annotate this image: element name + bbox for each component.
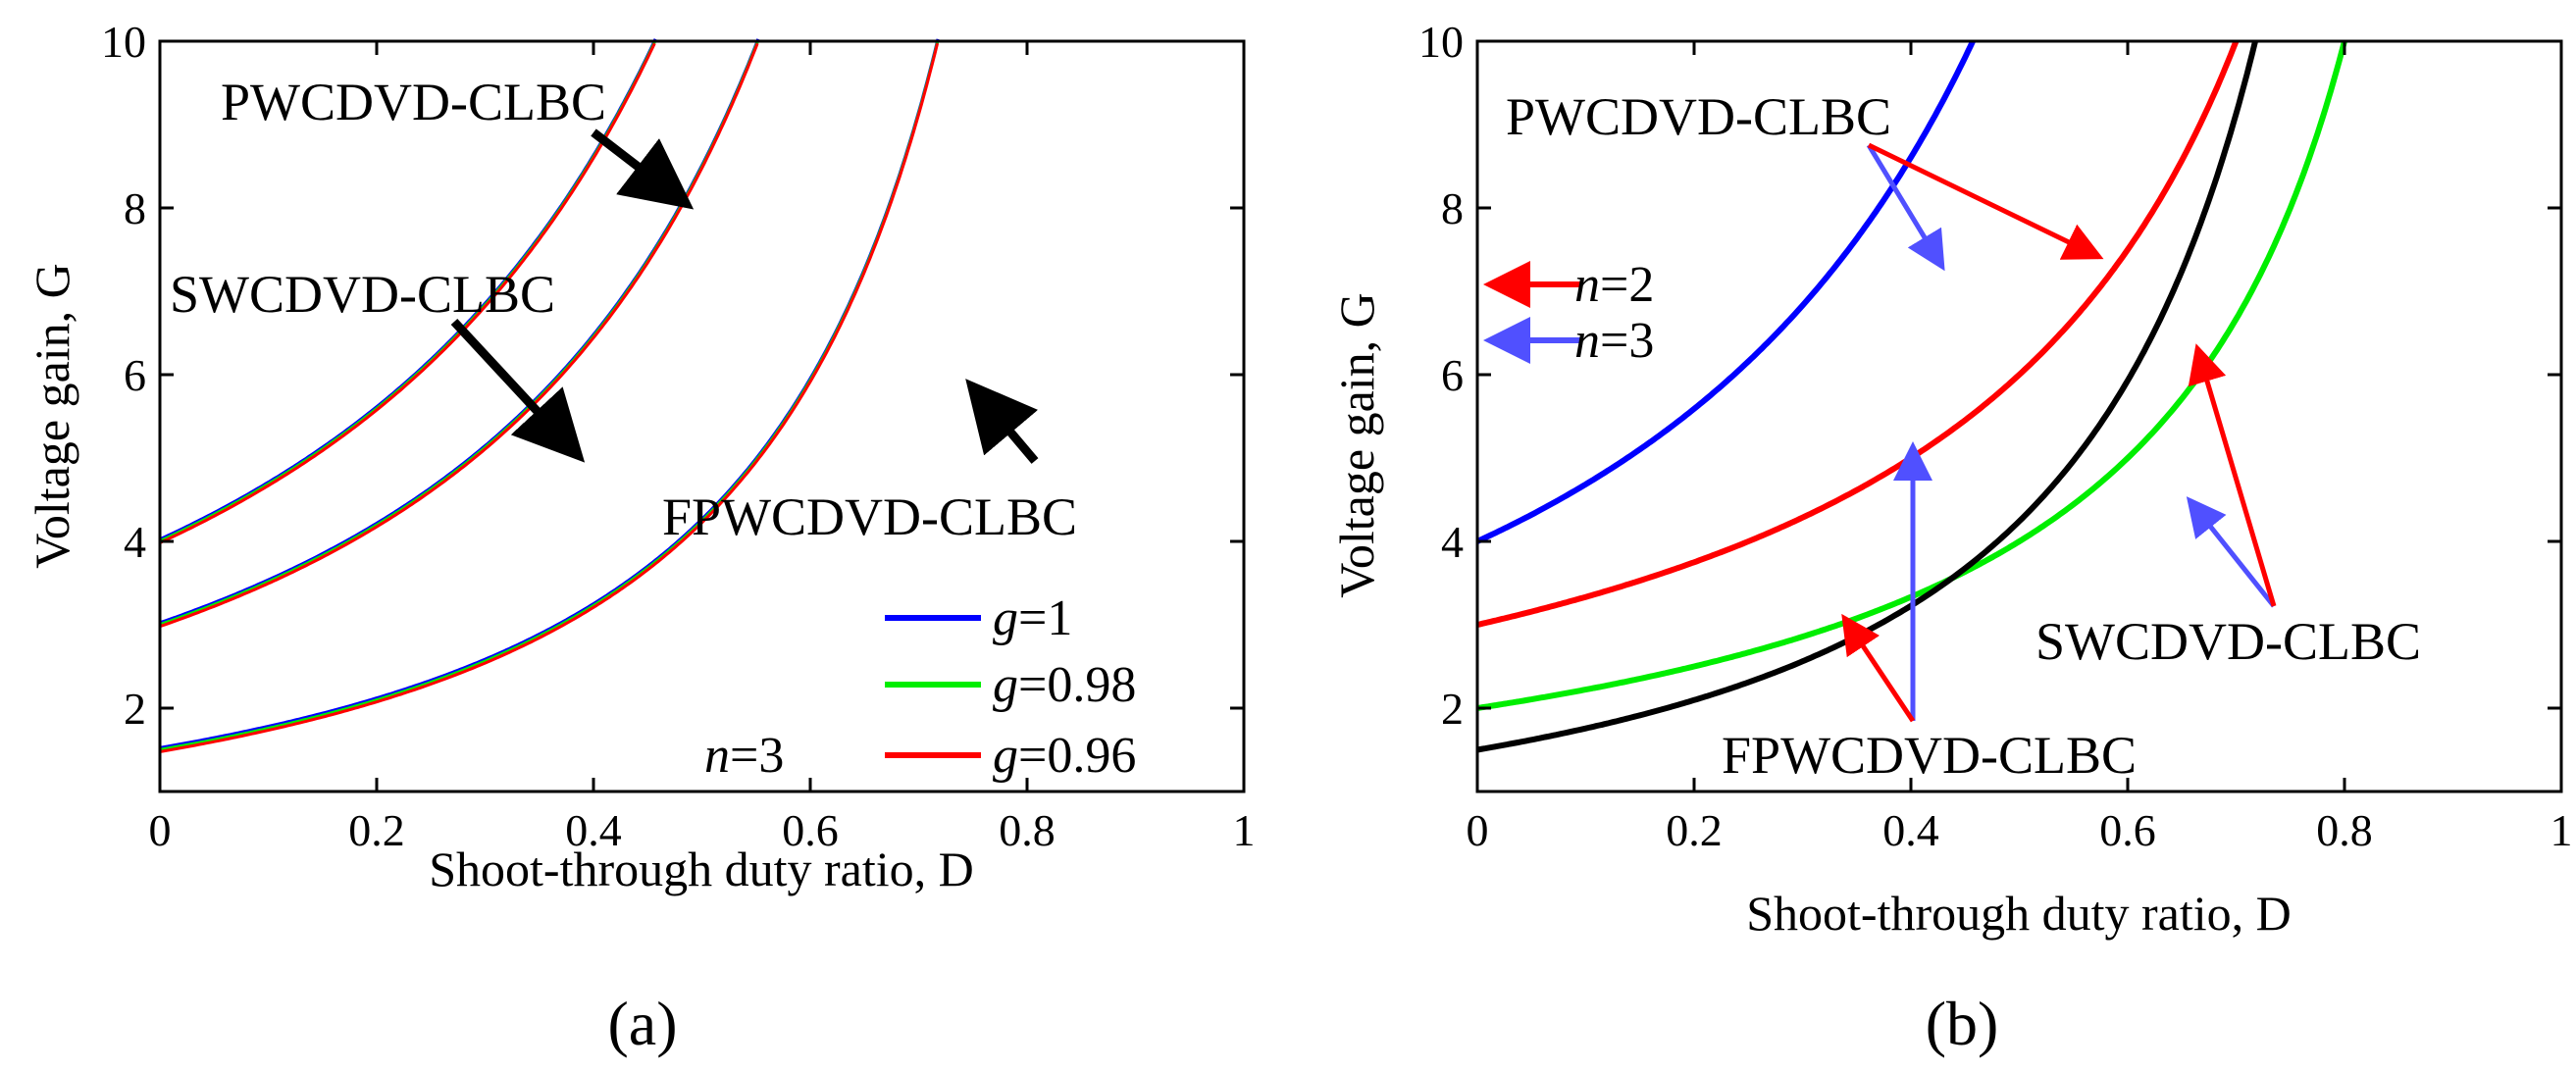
legend-symbol-g1: g (993, 590, 1018, 646)
series-line-pwcdvd-clbc-g096 (159, 42, 656, 544)
panel-a-legend: g=1 g=0.98 g=0.96 (885, 590, 1136, 784)
panel-a-n-label: n=3 (704, 728, 784, 784)
panel-b-y-axis-label: Voltage gain, G (1329, 292, 1384, 598)
series-line-fpwcdvd-clbc-g098 (159, 40, 940, 751)
panel-b-arrow-fpwcdvd-red (1841, 613, 1916, 723)
panel-a-frame (158, 39, 1246, 793)
legend-label-g098: g=0.98 (993, 657, 1136, 713)
panel-b-ticks: 0 0.2 0.4 0.6 0.8 1 2 4 6 8 10 (1418, 17, 2573, 855)
legend-label-g096: g=0.96 (993, 728, 1136, 784)
panel-a-annotation-fpwcdvd: FPWCDVD-CLBC (662, 487, 1077, 546)
x-tick-label: 0 (1467, 805, 1489, 855)
panel-b-x-axis-label-text: Shoot-through duty ratio, D (1746, 886, 2292, 941)
legend-value-g1: =1 (1018, 590, 1072, 646)
panel-b-annotation-pwcdvd: PWCDVD-CLBC (1506, 87, 1891, 146)
legend-value-g098: =0.98 (1018, 657, 1136, 713)
panel-a-y-axis-label-text: Voltage gain, G (25, 263, 79, 569)
y-tick-label: 4 (1441, 517, 1464, 567)
panel-a: 0 0.2 0.4 0.6 0.8 1 2 4 6 8 10 Shoot-through duty … (25, 17, 1256, 1058)
y-tick-label: 2 (124, 684, 146, 734)
x-tick-label: 0.6 (782, 805, 839, 855)
key-symbol-n3: n (1574, 313, 1600, 369)
panel-b-key: n=2 n=3 (1483, 257, 1654, 369)
panel-a-annotation-pwcdvd: PWCDVD-CLBC (221, 73, 606, 131)
x-tick-label: 1 (2550, 805, 2573, 855)
key-symbol-n2: n (1574, 257, 1600, 313)
key-label-n3: n=3 (1574, 313, 1654, 369)
legend-item-g098: g=0.98 (885, 657, 1136, 713)
y-tick-label: 4 (124, 517, 146, 567)
panel-b-annotation-swcdvd: SWCDVD-CLBC (2035, 612, 2421, 671)
panel-b-caption: (b) (1926, 989, 1999, 1058)
y-tick-label: 10 (101, 17, 146, 67)
x-tick-label: 0.4 (565, 805, 622, 855)
series-line-fpwcdvd-clbc-g1 (159, 38, 940, 749)
panel-a-n-symbol: n (704, 728, 730, 784)
legend-label-g1: g=1 (993, 590, 1072, 646)
series-line-pwcdvd-clbc-n-3 (1475, 39, 1976, 544)
x-tick-label: 0.4 (1882, 805, 1939, 855)
legend-item-g1: g=1 (885, 590, 1072, 646)
panel-b: 0 0.2 0.4 0.6 0.8 1 2 4 6 8 10 Shoot-through duty … (1329, 17, 2573, 1058)
legend-value-g096: =0.96 (1018, 728, 1136, 784)
y-tick-label: 6 (1441, 350, 1464, 400)
x-tick-label: 0.8 (2316, 805, 2373, 855)
panel-a-n-value: =3 (730, 728, 784, 784)
panel-a-x-axis-label: Shoot-through duty ratio, D (429, 842, 974, 896)
panel-a-arrow-swcdvd (450, 318, 586, 463)
panel-b-arrow-swcdvd-blue (2186, 496, 2276, 608)
series-line-fpwcdvd-clbc-g096 (159, 42, 940, 753)
panel-a-caption: (a) (607, 989, 677, 1058)
panel-a-x-axis-label-text: Shoot-through duty ratio, D (429, 842, 974, 896)
panel-a-arrow-fpwcdvd (965, 379, 1039, 464)
x-tick-label: 0 (149, 805, 172, 855)
panel-b-frame (1475, 39, 2563, 793)
x-tick-label: 0.2 (348, 805, 405, 855)
x-tick-label: 0.2 (1666, 805, 1723, 855)
panel-b-y-axis-label-text: Voltage gain, G (1329, 292, 1384, 598)
panel-a-ticks: 0 0.2 0.4 0.6 0.8 1 2 4 6 8 10 (101, 17, 1256, 855)
x-tick-label: 0.8 (999, 805, 1056, 855)
panel-b-x-axis-label: Shoot-through duty ratio, D (1746, 886, 2292, 941)
y-tick-label: 8 (124, 183, 146, 233)
panel-b-arrow-pwcdvd-red (1867, 142, 2104, 260)
panel-a-annotation-swcdvd: SWCDVD-CLBC (170, 265, 555, 324)
y-tick-label: 2 (1441, 684, 1464, 734)
x-tick-label: 1 (1233, 805, 1256, 855)
panel-a-curves (159, 38, 940, 753)
panel-b-arrow-swcdvd-red (2188, 343, 2277, 607)
legend-symbol-g098: g (993, 657, 1018, 713)
panel-a-arrow-pwcdvd (591, 128, 695, 210)
legend-symbol-g096: g (993, 728, 1018, 784)
key-value-n2: =2 (1600, 257, 1654, 313)
panel-b-annotation-fpwcdvd: FPWCDVD-CLBC (1722, 726, 2137, 785)
y-tick-label: 6 (124, 350, 146, 400)
y-tick-label: 10 (1418, 17, 1464, 67)
y-tick-label: 8 (1441, 183, 1464, 233)
legend-item-g096: g=0.96 (885, 728, 1136, 784)
panel-a-y-axis-label: Voltage gain, G (25, 263, 79, 569)
key-value-n3: =3 (1600, 313, 1654, 369)
x-tick-label: 0.6 (2099, 805, 2156, 855)
series-line-swcdvd-clbc-g096 (159, 42, 759, 629)
series-line-pwcdvd-clbc-n-2 (1476, 39, 2240, 628)
key-label-n2: n=2 (1574, 257, 1654, 313)
panel-b-arrow-pwcdvd-blue (1866, 143, 1945, 272)
